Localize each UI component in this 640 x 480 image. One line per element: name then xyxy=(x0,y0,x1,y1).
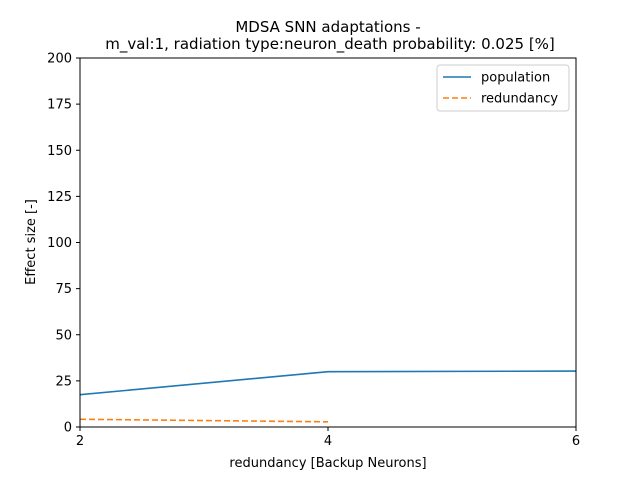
plot-area: 2 4 6 0 25 50 75 100 125 150 175 200 xyxy=(47,52,580,450)
x-tick-label: 4 xyxy=(324,434,332,449)
x-axis-label: redundancy [Backup Neurons] xyxy=(229,456,426,471)
y-tick-label: 75 xyxy=(55,282,72,297)
chart-title-line-2: m_val:1, radiation type:neuron_death pro… xyxy=(105,35,555,54)
x-tick-label: 2 xyxy=(76,434,84,449)
chart-title: MDSA SNN adaptations - m_val:1, radiatio… xyxy=(105,18,555,54)
y-tick-label: 25 xyxy=(55,374,72,389)
y-tick-label: 200 xyxy=(47,52,72,67)
series-line-population xyxy=(79,370,577,396)
y-tick-label: 50 xyxy=(55,328,72,343)
y-tick-label: 150 xyxy=(47,144,72,159)
y-axis-label: Effect size [-] xyxy=(24,199,39,285)
y-tick-label: 175 xyxy=(47,98,72,113)
series-line-redundancy xyxy=(79,418,329,423)
legend: population redundancy xyxy=(436,64,570,112)
legend-label-redundancy: redundancy xyxy=(481,92,558,107)
y-tick-label: 100 xyxy=(47,236,72,251)
y-tick-label: 125 xyxy=(47,190,72,205)
chart-title-line-1: MDSA SNN adaptations - xyxy=(235,18,420,36)
x-tick-label: 6 xyxy=(572,434,580,449)
legend-label-population: population xyxy=(481,71,550,86)
y-tick-label: 0 xyxy=(64,421,72,436)
